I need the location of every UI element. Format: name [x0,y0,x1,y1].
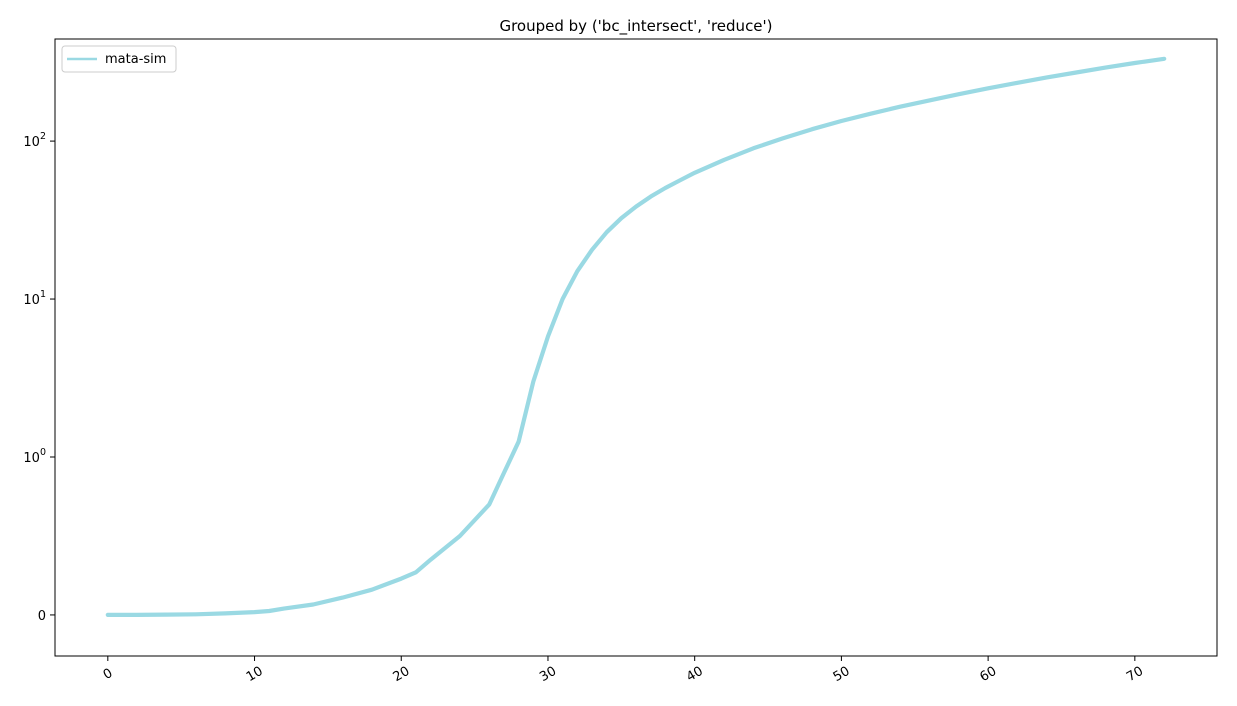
x-tick-label-1: 10 [244,664,266,685]
x-tick-label-6: 60 [977,664,999,685]
series-line-0 [105,56,1167,617]
plot-frame [54,38,1218,657]
y-tick-label-1: 100 [23,447,46,466]
y-axis: 0 100 101 102 [23,131,55,624]
x-tick-label-3: 30 [537,664,559,685]
y-tick-label-2: 101 [23,289,46,308]
y-tick-label-3: 102 [23,131,46,150]
series-layer [105,56,1167,617]
legend-box [61,45,177,73]
x-tick-label-5: 50 [831,664,853,685]
y-tick-label-0: 0 [38,609,46,624]
chart-title: Grouped by ('bc_intersect', 'reduce') [499,17,772,36]
x-tick-label-4: 40 [684,664,706,685]
x-axis: 0 10 20 30 40 50 60 70 [101,656,1146,685]
x-tick-label-2: 20 [391,664,413,685]
legend: mata-sim [61,45,177,73]
legend-label: mata-sim [105,52,166,67]
x-tick-label-7: 70 [1124,664,1146,685]
